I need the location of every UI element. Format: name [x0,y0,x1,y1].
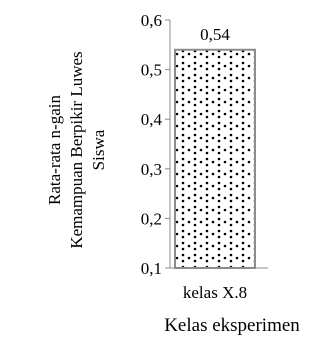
bars [174,48,256,270]
x-axis: kelas X.8 [170,267,268,302]
x-axis-title: Kelas eksperimen [164,315,300,336]
data-labels: 0,54 [200,25,230,44]
y-axis: 0,1 0,2 0,3 0,4 0,5 0,6 [141,11,171,278]
y-tick-label: 0,6 [141,11,162,30]
y-axis-title-line: Rata-rata n-gain [45,95,64,205]
data-label-0: 0,54 [200,25,230,44]
y-axis-title-line: Kemampuan Berpikir Luwes [67,51,86,248]
y-axis-title-line: Siswa [89,129,108,170]
y-tick-label: 0,1 [141,259,162,278]
y-tick-label: 0,4 [141,110,163,129]
y-axis-title: Rata-rata n-gain Kemampuan Berpikir Luwes… [45,51,108,248]
bar-0 [174,48,256,270]
y-tick-label: 0,3 [141,160,162,179]
x-category-label: kelas X.8 [183,283,247,302]
y-tick-label: 0,5 [141,61,162,80]
y-tick-label: 0,2 [141,209,162,228]
